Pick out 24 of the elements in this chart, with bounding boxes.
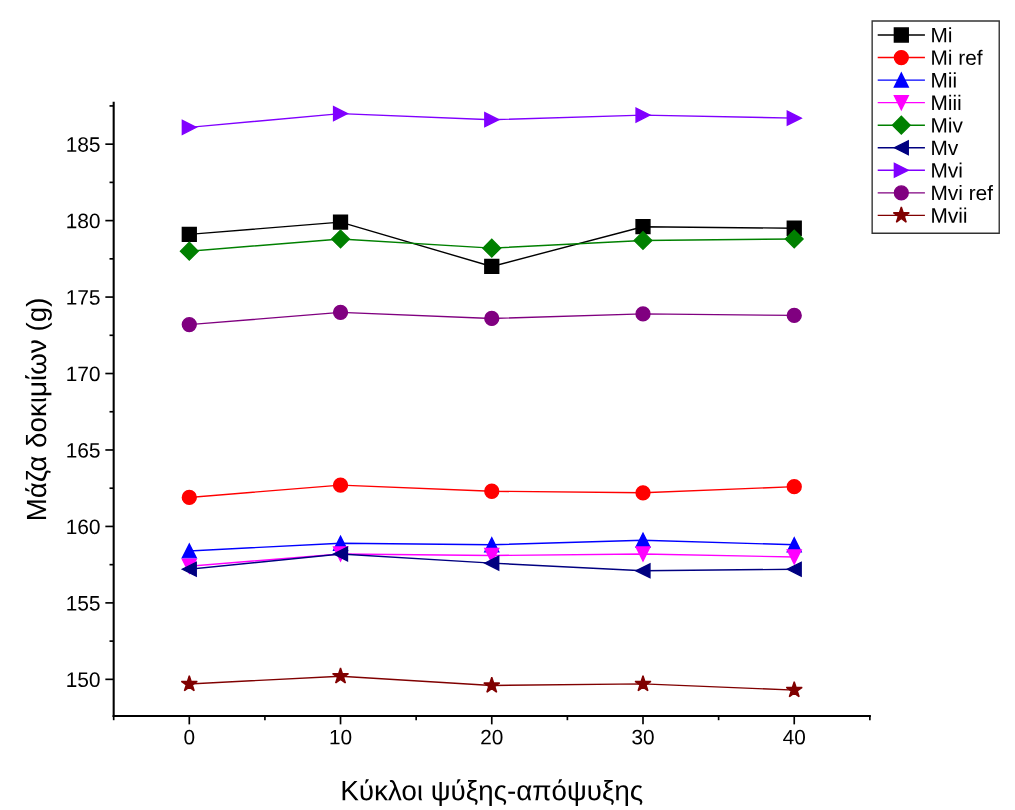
y-tick-label: 185 bbox=[67, 137, 100, 152]
legend-label: Mi bbox=[932, 27, 952, 43]
x-tick-label: 20 bbox=[481, 729, 503, 745]
legend-label: Mvii bbox=[932, 207, 967, 223]
x-tick-label: 40 bbox=[783, 729, 806, 745]
y-tick-label: 160 bbox=[67, 519, 100, 535]
x-axis-title: Κύκλοι ψύξης-απόψυξης bbox=[342, 779, 643, 806]
legend-label: Mv bbox=[932, 140, 959, 156]
legend-label: Mvi bbox=[932, 162, 962, 178]
x-tick-label: 10 bbox=[330, 729, 352, 745]
legend-label: Mii bbox=[932, 72, 956, 88]
y-tick-label: 165 bbox=[67, 442, 100, 458]
x-tick-label: 30 bbox=[632, 729, 654, 745]
y-tick-label: 170 bbox=[67, 366, 100, 382]
x-tick-label: 0 bbox=[184, 729, 195, 745]
y-tick-label: 150 bbox=[67, 672, 100, 688]
legend-label: Miii bbox=[932, 94, 961, 110]
y-tick-label: 180 bbox=[67, 213, 100, 229]
y-axis-title: Μάζα δοκιμίων (g) bbox=[25, 299, 52, 520]
legend-label: Mi ref bbox=[932, 49, 983, 66]
y-tick-label: 155 bbox=[67, 596, 100, 611]
y-tick-label: 175 bbox=[67, 290, 100, 305]
legend-label: Miv bbox=[932, 117, 963, 133]
legend-label: Mvi ref bbox=[932, 185, 994, 201]
